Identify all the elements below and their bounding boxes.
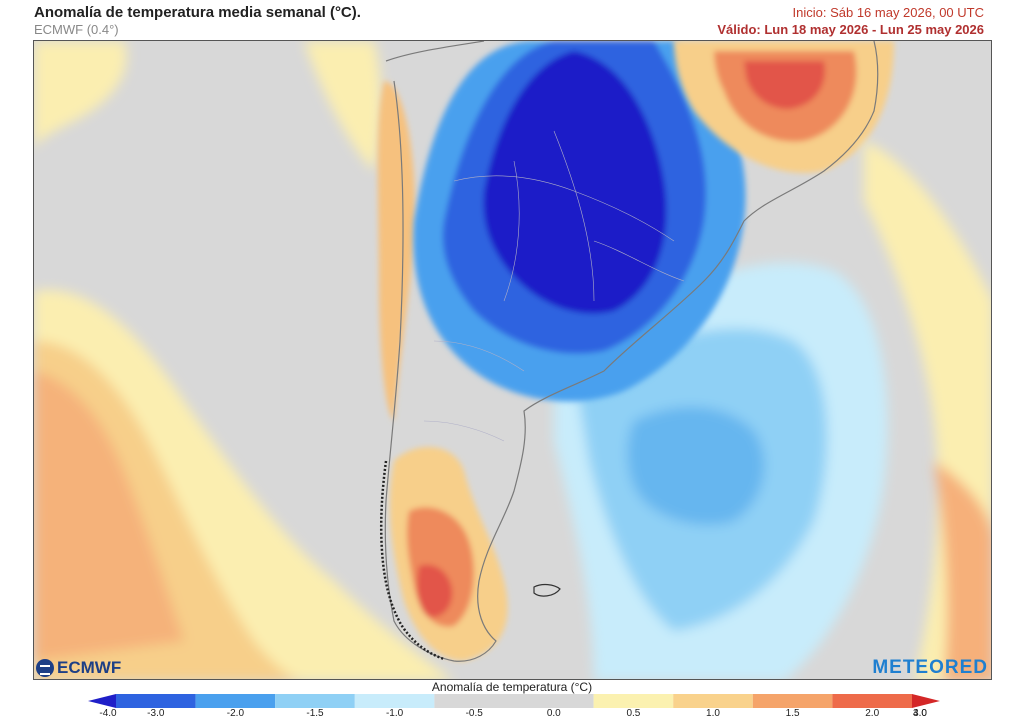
colorbar-segment <box>832 694 912 708</box>
chile-fjord-coast <box>379 460 445 661</box>
colorbar-segment <box>673 694 753 708</box>
model-label: ECMWF (0.4°) <box>34 22 119 37</box>
colorbar-tick-label: -3.0 <box>147 708 165 719</box>
colorbar-tick-label: -4.0 <box>99 708 117 719</box>
country-borders <box>423 130 685 442</box>
colorbar-segment <box>195 694 276 708</box>
meteored-logo: METEORED <box>872 657 988 678</box>
map-title: Anomalía de temperatura media semanal (°… <box>34 4 361 21</box>
legend-title: Anomalía de temperatura (°C) <box>431 680 593 694</box>
colorbar-ticks: -4.0 -3.0 -2.0 -1.5 -1.0 -0.5 0.0 0.5 1.0 1.5 2.0 3… <box>0 708 1024 720</box>
north-cold-anomaly <box>413 41 746 402</box>
start-date: Inicio: Sáb 16 may 2026, 00 UTC <box>792 5 985 20</box>
colorbar-tick-label: -1.0 <box>385 708 404 719</box>
map-canvas <box>34 41 991 679</box>
colorbar-tick-label: -1.5 <box>306 708 324 719</box>
colorbar-tick-label: -2.0 <box>226 708 245 719</box>
colorbar-segment <box>514 694 594 708</box>
info-block: Inicio: Sáb 16 may 2026, 00 UTC Válido: … <box>717 4 984 38</box>
ecmwf-logo-text: ECMWF <box>57 658 122 677</box>
colorbar-segment <box>275 694 355 708</box>
colorbar-segment <box>912 694 940 708</box>
colorbar-segment <box>434 694 514 708</box>
brazil-warm-anomaly <box>674 41 894 173</box>
south-america-outline <box>384 41 879 662</box>
colorbar-segment <box>354 694 435 708</box>
colorbar-tick-label: 2.0 <box>865 708 880 719</box>
east-atlantic-warm-anomaly <box>864 141 991 679</box>
colorbar-segment <box>593 694 674 708</box>
ecmwf-globe-icon <box>36 659 54 677</box>
ecmwf-logo: ECMWF <box>36 658 121 678</box>
colorbar-tick-label: 3.0 <box>913 708 927 719</box>
falkland-islands <box>533 583 561 597</box>
colorbar-tick-label: 4.0 <box>913 708 927 719</box>
valid-range: Válido: Lun 18 may 2026 - Lun 25 may 202… <box>717 22 984 37</box>
colorbar-tick-label: 0.5 <box>626 708 641 719</box>
anomaly-map[interactable] <box>33 40 992 680</box>
colorbar-tick-label: 1.0 <box>706 708 720 719</box>
title-block: Anomalía de temperatura media semanal (°… <box>34 4 361 38</box>
colorbar <box>88 694 940 708</box>
colorbar-segment <box>88 694 116 708</box>
pacific-warm-anomaly <box>34 41 452 679</box>
colorbar-segment <box>116 694 196 708</box>
colorbar-tick-label: 0.0 <box>546 708 561 719</box>
colorbar-tick-label: -0.5 <box>465 708 483 719</box>
colorbar-tick-label: 1.5 <box>785 708 800 719</box>
colorbar-segment <box>752 694 833 708</box>
